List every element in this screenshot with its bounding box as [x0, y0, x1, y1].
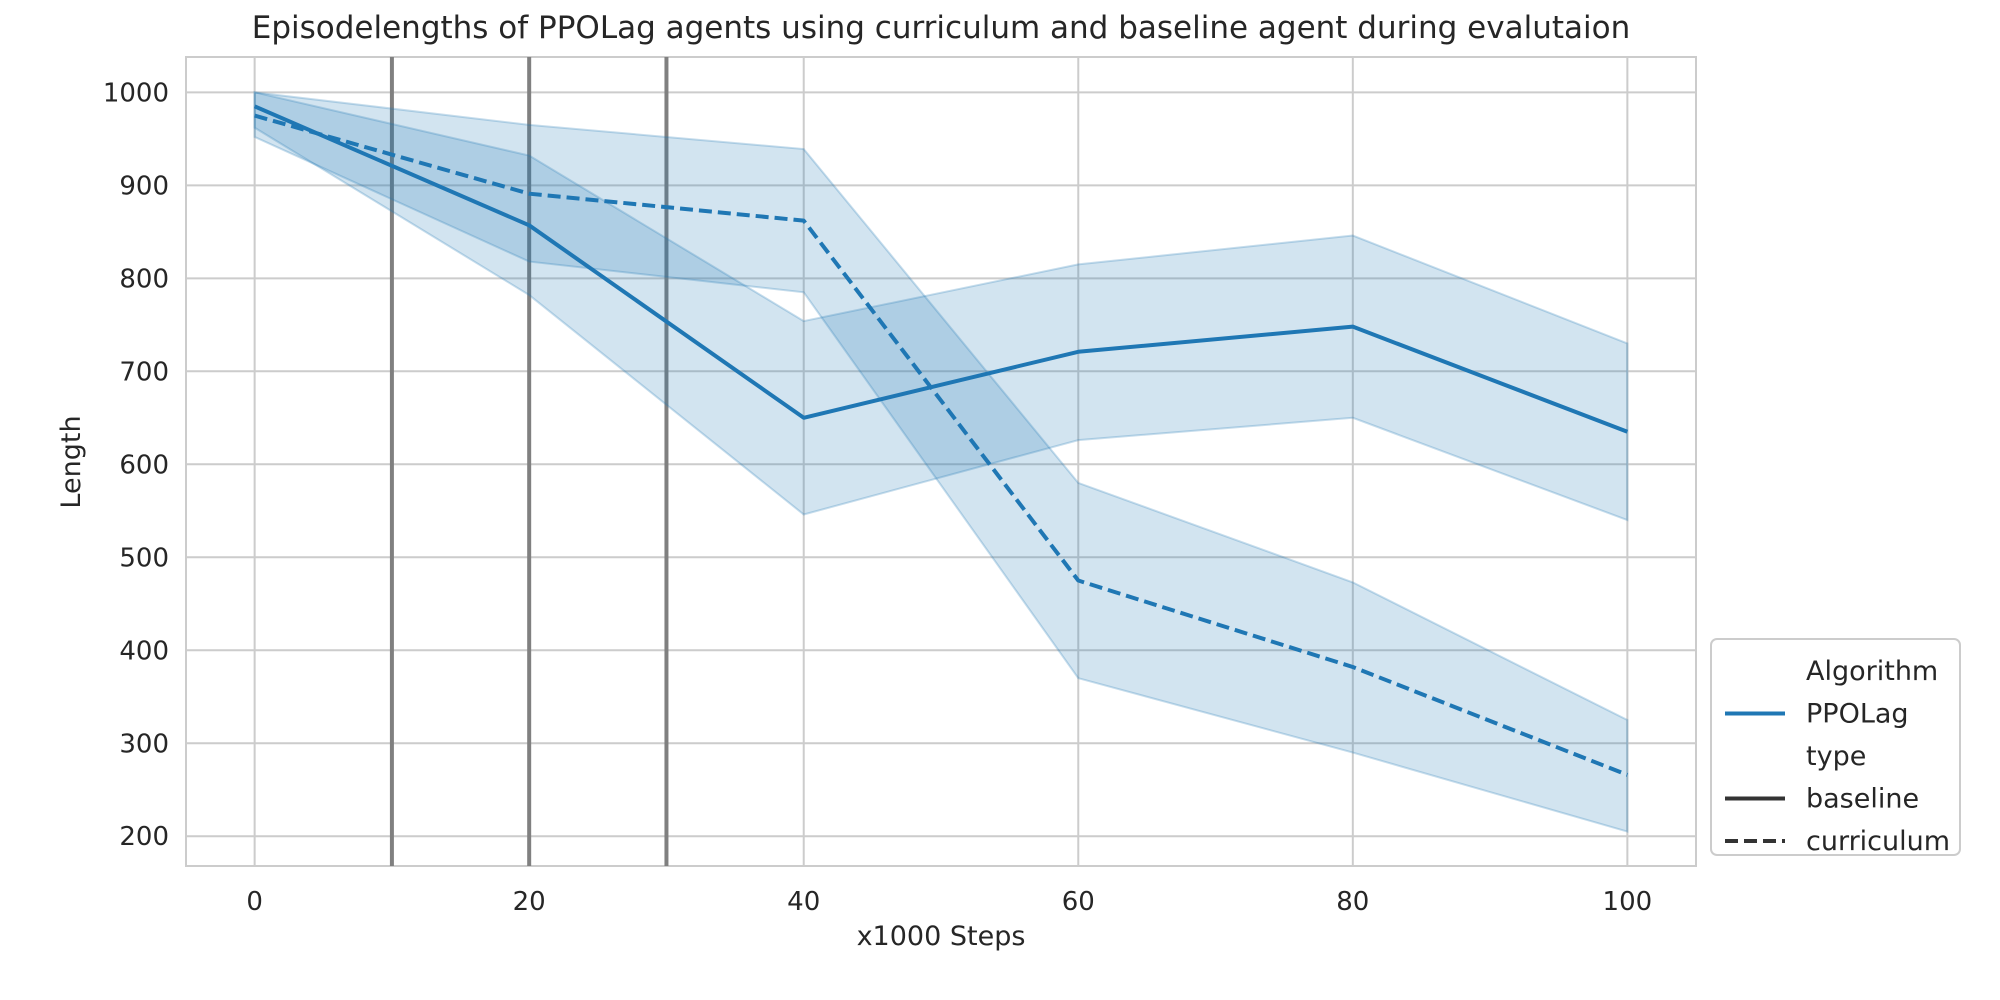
y-tick-label: 800 — [119, 264, 169, 294]
plot-area — [185, 56, 1697, 867]
x-tick-label: 0 — [246, 887, 263, 917]
x-tick-labels: 0 20 40 60 80 100 — [246, 887, 1652, 917]
legend-label: baseline — [1806, 784, 1919, 815]
y-tick-labels: 200 300 400 500 600 700 800 900 1000 — [103, 78, 169, 852]
curriculum-stage-lines — [389, 57, 669, 866]
legend-label: curriculum — [1806, 826, 1950, 857]
plot-frame — [185, 56, 1697, 867]
y-tick-label: 200 — [119, 822, 169, 852]
legend: Algorithm PPOLag type baseline curriculum — [1710, 638, 1961, 857]
legend-entries: Algorithm PPOLag type baseline curriculum — [1725, 656, 1950, 857]
legend-label: PPOLag — [1806, 699, 1909, 730]
x-tick-label: 60 — [1062, 887, 1095, 917]
y-tick-label: 1000 — [103, 78, 169, 108]
x-tick-label: 100 — [1603, 887, 1653, 917]
x-axis-label: x1000 Steps — [857, 921, 1026, 952]
y-tick-label: 500 — [119, 543, 169, 573]
y-tick-label: 700 — [119, 357, 169, 387]
y-tick-label: 400 — [119, 636, 169, 666]
curriculum-confidence-band — [253, 91, 1629, 833]
y-axis-label: Length — [56, 415, 87, 508]
curriculum-series-line — [254, 113, 1629, 777]
y-gridlines — [186, 91, 1696, 838]
x-tick-label: 40 — [787, 887, 820, 917]
x-tick-label: 20 — [513, 887, 546, 917]
legend-frame — [1710, 638, 1961, 856]
baseline-series-line — [253, 104, 1629, 434]
legend-label: Algorithm — [1806, 656, 1938, 687]
y-tick-label: 300 — [119, 729, 169, 759]
legend-label: type — [1806, 741, 1866, 772]
y-tick-label: 600 — [119, 450, 169, 480]
series-lines — [253, 104, 1629, 777]
y-tick-label: 900 — [119, 171, 169, 201]
x-tick-label: 80 — [1336, 887, 1369, 917]
chart-title: Episodelengths of PPOLag agents using cu… — [252, 10, 1630, 46]
